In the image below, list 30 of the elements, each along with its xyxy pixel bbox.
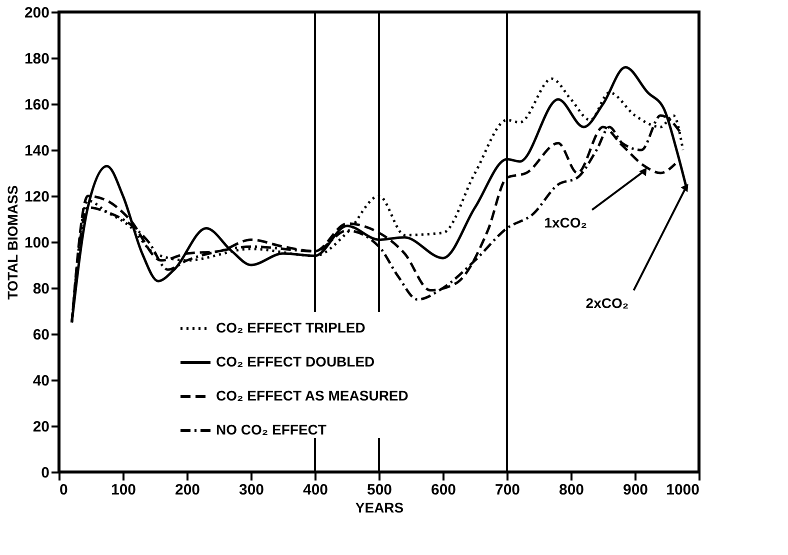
y-tick-label: 180 — [24, 50, 50, 68]
x-tick-label: 700 — [494, 482, 520, 498]
y-axis-title: TOTAL BIOMASS — [4, 185, 20, 300]
x-tick-label: 200 — [174, 482, 200, 498]
x-tick-label: 400 — [302, 482, 328, 498]
legend-label: NO CO₂ EFFECT — [216, 422, 327, 438]
legend-label: CO₂ EFFECT TRIPLED — [216, 320, 366, 336]
x-tick-label: 300 — [238, 482, 264, 498]
x-tick-label: 0 — [60, 482, 68, 498]
x-tick-label: 900 — [622, 482, 648, 498]
y-tick-label: 80 — [32, 280, 50, 298]
x-axis-title: YEARS — [355, 500, 404, 516]
annotation: 1xCO₂ — [544, 214, 587, 231]
y-tick-label: 200 — [24, 4, 50, 22]
y-tick-label: 0 — [41, 464, 50, 482]
x-tick-label: 800 — [558, 482, 584, 498]
y-tick-label: 40 — [32, 372, 50, 390]
y-tick-label: 20 — [32, 418, 50, 436]
legend-label: CO₂ EFFECT AS MEASURED — [216, 388, 408, 404]
x-tick-label: 100 — [110, 482, 136, 498]
x-tick-label: 1000 — [666, 482, 700, 498]
y-tick-label: 160 — [24, 96, 50, 114]
x-tick-label: 500 — [366, 482, 392, 498]
y-tick-label: 120 — [24, 188, 50, 206]
x-tick-label: 600 — [430, 482, 456, 498]
y-tick-label: 140 — [24, 142, 50, 160]
y-tick-label: 100 — [24, 234, 50, 252]
legend-label: CO₂ EFFECT DOUBLED — [216, 354, 375, 370]
y-tick-label: 60 — [32, 326, 50, 344]
annotation: 2xCO₂ — [586, 295, 629, 312]
